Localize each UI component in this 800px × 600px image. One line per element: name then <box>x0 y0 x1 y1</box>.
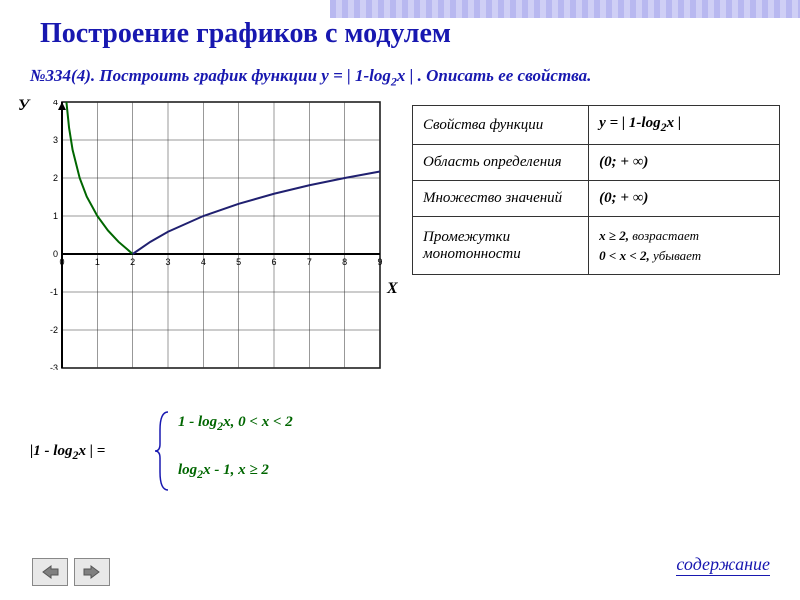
svg-text:1: 1 <box>53 211 58 221</box>
table-row: Множество значений (0; + ∞) <box>413 181 780 217</box>
nav-arrows <box>32 558 110 586</box>
piecewise-definition: |1 - log2x | = 1 - log2x, 0 < x < 2 log2… <box>30 408 410 498</box>
table-row: Область определения (0; + ∞) <box>413 145 780 181</box>
svg-text:0: 0 <box>53 249 58 259</box>
problem-statement: №334(4). Построить график функции у = | … <box>30 66 780 89</box>
svg-text:8: 8 <box>342 257 347 267</box>
x-axis-label: Х <box>387 280 398 298</box>
svg-text:-1: -1 <box>50 287 58 297</box>
brace-icon <box>154 410 172 492</box>
row-value: x ≥ 2, возрастает 0 < x < 2, убывает <box>589 217 780 275</box>
page-title: Построение графиков с модулем <box>40 18 451 50</box>
svg-text:3: 3 <box>165 257 170 267</box>
svg-text:3: 3 <box>53 135 58 145</box>
piecewise-row2: log2x - 1, x ≥ 2 <box>178 462 293 482</box>
svg-text:-2: -2 <box>50 325 58 335</box>
svg-text:6: 6 <box>271 257 276 267</box>
contents-link[interactable]: содержание <box>676 554 770 576</box>
table-row-monotonicity: Промежутки монотонности x ≥ 2, возрастае… <box>413 217 780 275</box>
arrow-right-icon <box>83 565 101 579</box>
svg-text:5: 5 <box>236 257 241 267</box>
piecewise-rows: 1 - log2x, 0 < x < 2 log2x - 1, x ≥ 2 <box>178 414 293 482</box>
svg-text:1: 1 <box>95 257 100 267</box>
svg-text:9: 9 <box>377 257 382 267</box>
problem-prefix: №334(4). Построить график функции <box>30 66 321 85</box>
svg-text:7: 7 <box>307 257 312 267</box>
y-axis-label: У <box>18 97 29 115</box>
svg-text:4: 4 <box>53 100 58 107</box>
row-value: (0; + ∞) <box>589 145 780 181</box>
piecewise-lhs: |1 - log2x | = <box>30 443 105 463</box>
svg-text:4: 4 <box>201 257 206 267</box>
next-button[interactable] <box>74 558 110 586</box>
prev-button[interactable] <box>32 558 68 586</box>
header-right: у = | 1-log2x | <box>589 106 780 145</box>
properties-table: Свойства функции у = | 1-log2x | Область… <box>412 105 780 275</box>
problem-suffix: . Описать ее свойства. <box>418 66 592 85</box>
table-header-row: Свойства функции у = | 1-log2x | <box>413 106 780 145</box>
svg-text:-3: -3 <box>50 363 58 370</box>
row-label: Область определения <box>413 145 589 181</box>
row-label: Множество значений <box>413 181 589 217</box>
decorative-band <box>330 0 800 18</box>
svg-text:0: 0 <box>59 257 64 267</box>
chart-container: У Х -3-2-1012340123456789 <box>42 100 392 390</box>
chart-plot: -3 -2 -1 0 1 2 3 4 0 1 2 3 4 5 6 7 8 9 <box>42 100 382 370</box>
header-left: Свойства функции <box>413 106 589 145</box>
problem-formula: у = | 1-log2x | <box>321 66 417 85</box>
svg-text:2: 2 <box>53 173 58 183</box>
row-value: (0; + ∞) <box>589 181 780 217</box>
svg-text:2: 2 <box>130 257 135 267</box>
arrow-left-icon <box>41 565 59 579</box>
row-label: Промежутки монотонности <box>413 217 589 275</box>
piecewise-row1: 1 - log2x, 0 < x < 2 <box>178 414 293 434</box>
